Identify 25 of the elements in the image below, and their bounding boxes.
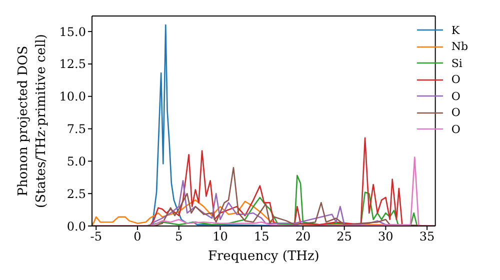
legend-label: K <box>451 24 460 37</box>
y-tick-label: 12.5 <box>59 57 86 72</box>
y-tick-label: 15.0 <box>59 24 86 39</box>
legend-label: O <box>451 122 460 136</box>
x-tick-label: 35 <box>419 230 435 244</box>
legend-label: O <box>451 90 460 103</box>
y-tick-label: 7.5 <box>66 122 86 136</box>
x-tick-label: 20 <box>295 230 311 244</box>
y-tick-label: 10.0 <box>59 90 86 104</box>
x-tick-label: 5 <box>175 230 183 244</box>
y-tick-label: 2.5 <box>66 186 86 201</box>
legend-label: Nb <box>451 40 468 54</box>
x-tick-label: 0 <box>134 230 142 244</box>
x-tick-label: 25 <box>336 230 352 244</box>
x-tick-label: 30 <box>378 230 394 244</box>
y-tick-label: 0.0 <box>66 219 86 234</box>
y-axis-title: Phonon projected DOS (States/THz·primitive cell) <box>16 34 49 208</box>
y-tick-label: 5.0 <box>66 154 86 168</box>
x-tick-label: 10 <box>212 230 228 244</box>
legend-label: O <box>451 106 460 120</box>
x-axis-title: Frequency (THz) <box>208 249 320 264</box>
x-tick-label: 15 <box>254 230 270 244</box>
legend-label: Si <box>451 56 462 70</box>
x-tick-label: -5 <box>90 230 102 244</box>
legend-label: O <box>451 73 460 86</box>
